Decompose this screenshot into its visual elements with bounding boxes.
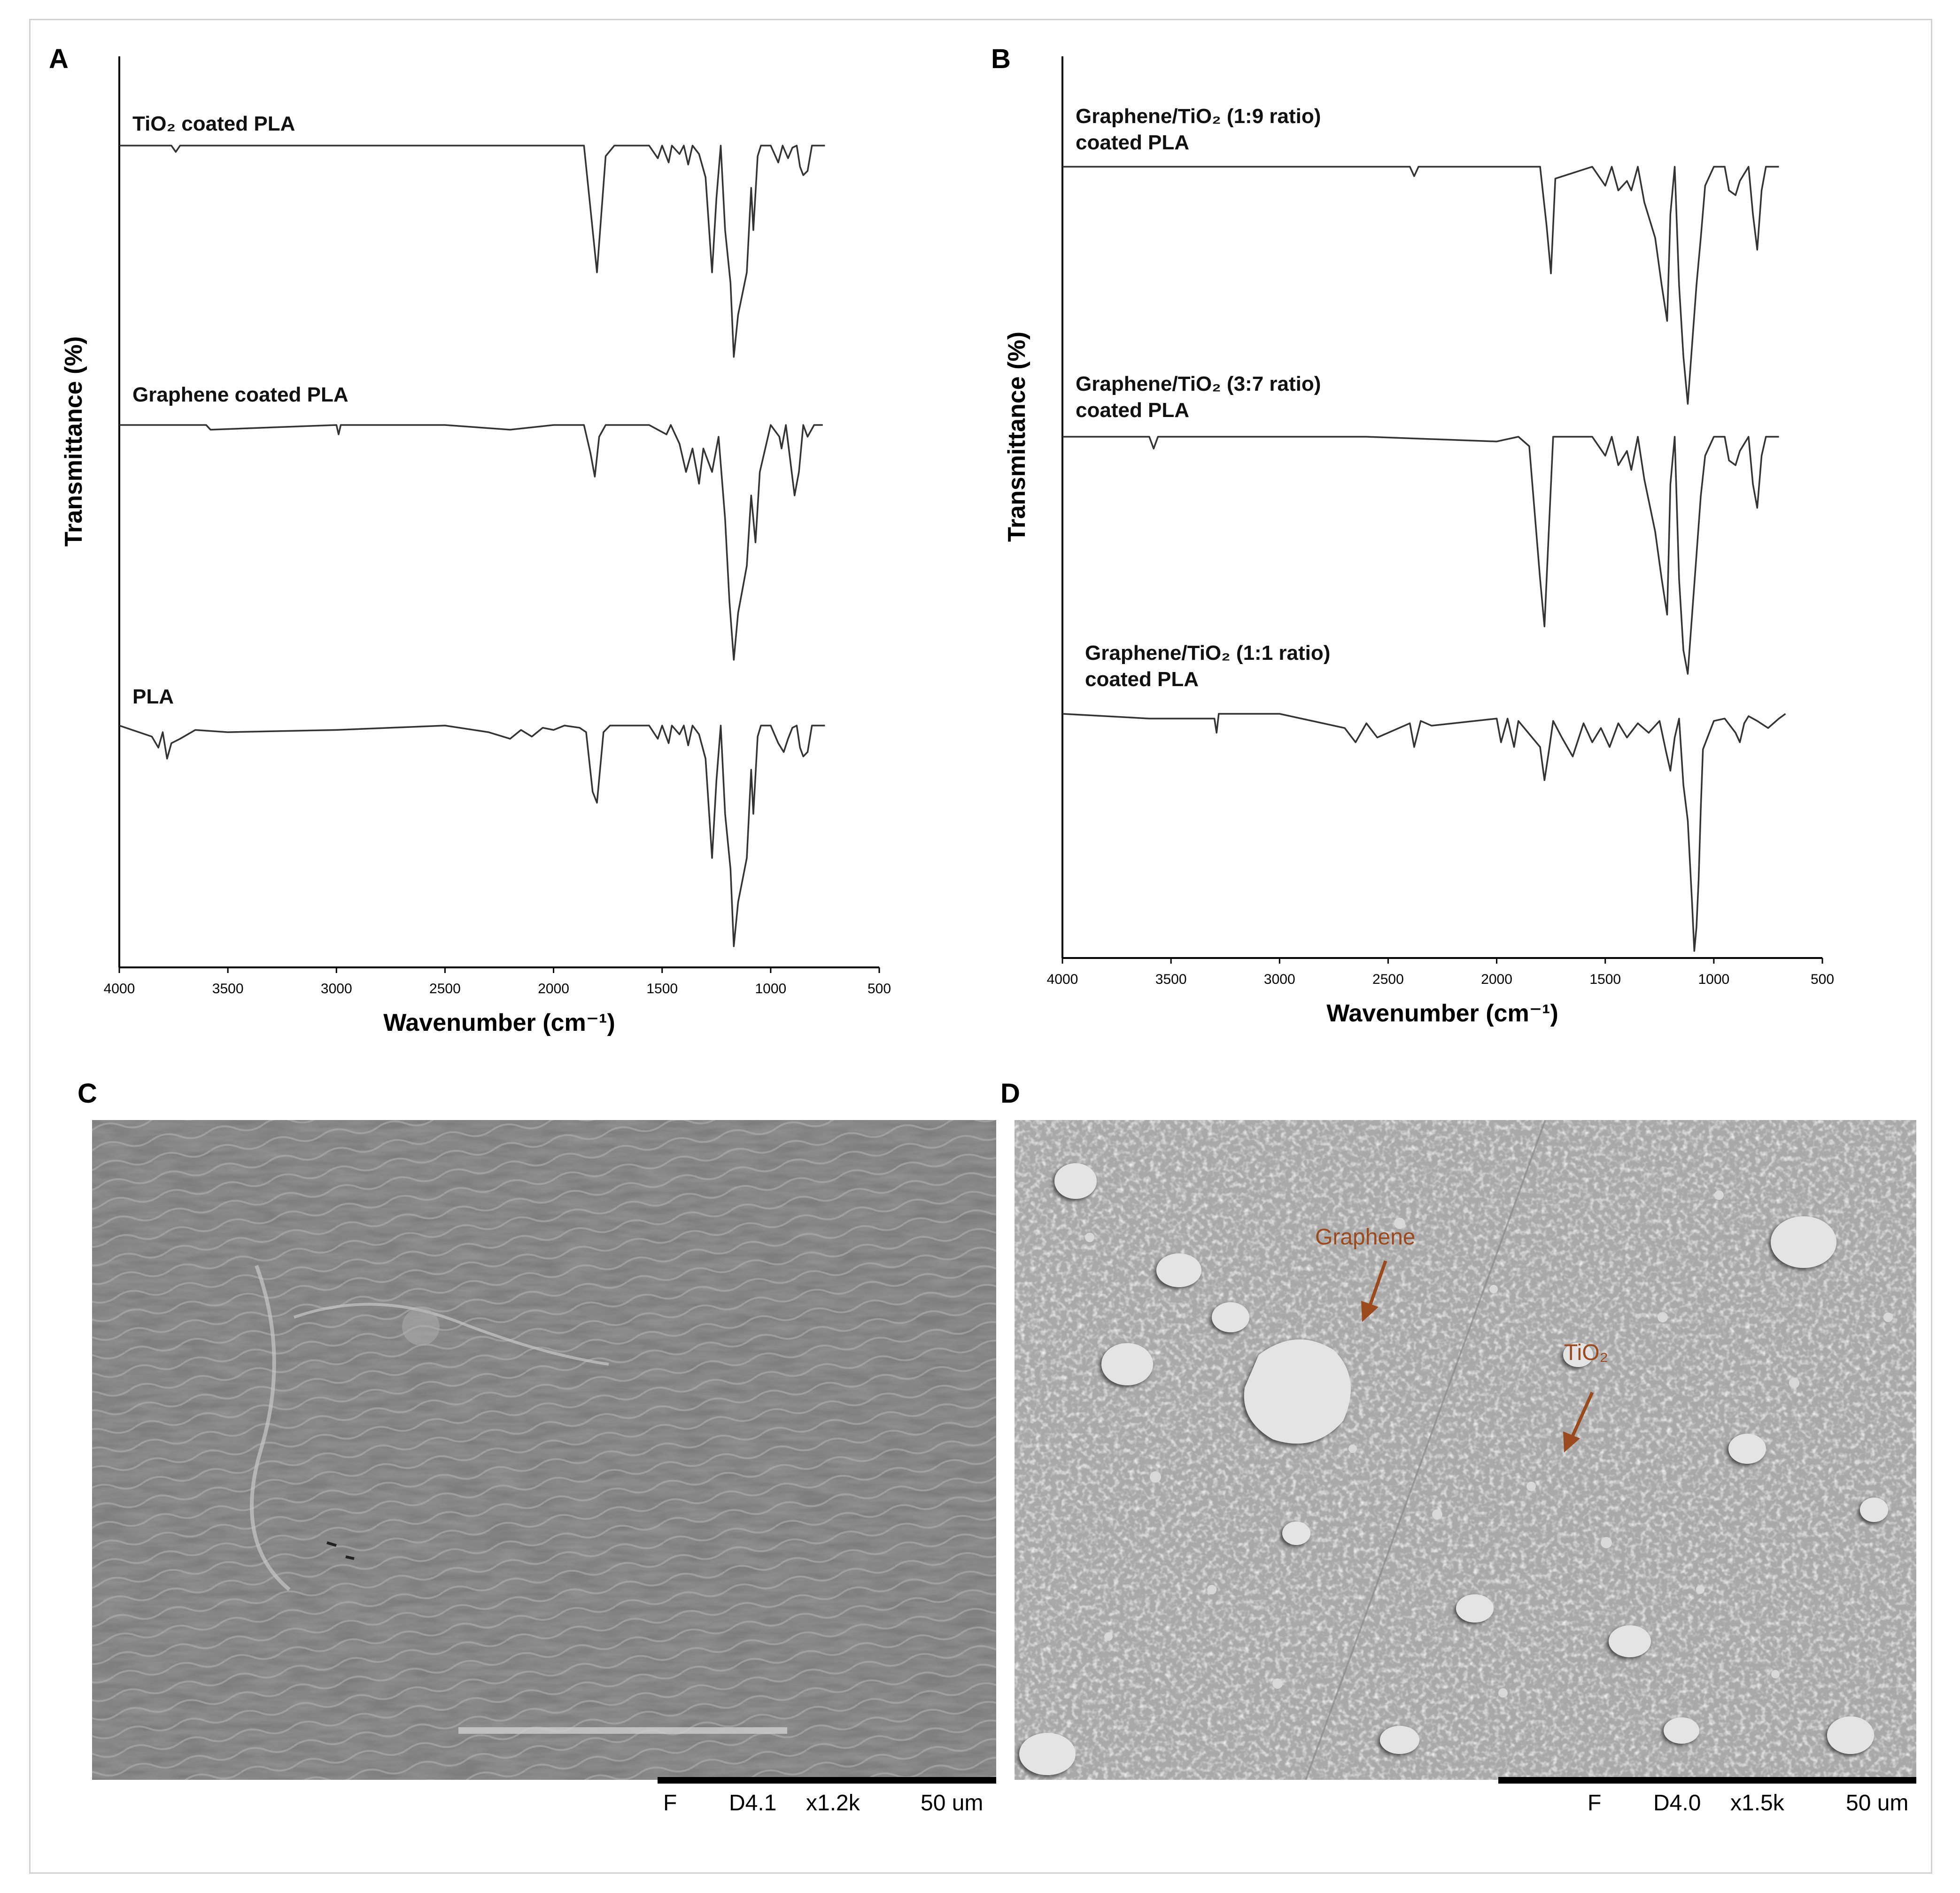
panel-label-d: D (1000, 1078, 1020, 1109)
chart-b-x-tick-label: 1000 (1698, 972, 1729, 987)
sem-c-texture (92, 1120, 996, 1780)
sem-c-scale-f: F (663, 1791, 677, 1816)
ftir-chart-b: 4000 3500 3000 2500 2000 1500 1000 500 Wavenumbe… (1003, 56, 1834, 1027)
panel-label-c: C (77, 1078, 97, 1109)
panel-label-b: B (991, 44, 1011, 74)
chart-b-x-tick-label: 3500 (1155, 972, 1187, 987)
chart-b-series-label-2: Graphene/TiO₂ (3:7 ratio) coated PLA (1076, 372, 1321, 422)
chart-a-y-axis-title: Transmittance (%) (60, 336, 87, 547)
sem-image-d: Graphene TiO₂ (1015, 1120, 1916, 1780)
chart-a-x-tick-label: 4000 (104, 981, 135, 997)
chart-b-x-axis-title: Wavenumber (cm⁻¹) (1326, 1000, 1558, 1027)
chart-b-x-tick-label: 2000 (1481, 972, 1512, 987)
chart-a-series-label-1: TiO₂ coated PLA (132, 112, 295, 135)
sem-c-scale-length: 50 um (921, 1791, 984, 1816)
chart-b-x-tick-label: 500 (1811, 972, 1834, 987)
chart-a-series-line-3 (119, 725, 825, 947)
annotation-graphene-label: Graphene (1315, 1225, 1416, 1250)
chart-a-x-tick-label: 3500 (212, 981, 244, 997)
annotation-arrows (1361, 1260, 1594, 1453)
chart-a-x-tick-label: 1000 (755, 981, 786, 997)
graphene-arrow-icon (1361, 1260, 1387, 1322)
chart-a-series-line-2 (119, 424, 823, 661)
panel-label-a: A (49, 44, 69, 74)
chart-b-x-tick-label: 2500 (1372, 972, 1404, 987)
chart-a-x-tick-label: 3000 (321, 981, 352, 997)
chart-b-series-line-3 (1062, 713, 1786, 952)
sem-d-scale-f: F (1588, 1791, 1602, 1816)
sem-d-scale-mag: x1.5k (1730, 1791, 1784, 1816)
sem-d-scale-code: D4.0 (1653, 1791, 1701, 1816)
sem-c-scale-code: D4.1 (729, 1791, 777, 1816)
tio2-arrow-icon (1563, 1391, 1594, 1453)
sem-d-texture (1015, 1120, 1916, 1780)
chart-b-y-axis-title: Transmittance (%) (1003, 332, 1030, 542)
chart-b-series-line-2 (1062, 436, 1779, 675)
chart-a-x-tick-label: 1500 (646, 981, 678, 997)
chart-a-x-tick-label: 2500 (429, 981, 461, 997)
chart-b-x-tick-label: 4000 (1047, 972, 1078, 987)
chart-a-series-label-3: PLA (132, 685, 174, 708)
chart-b-series-line-1 (1062, 166, 1779, 405)
sem-d-scale-bar (1498, 1777, 1916, 1784)
chart-a-x-tick-label: 2000 (538, 981, 569, 997)
chart-b-x-tick-label: 1500 (1589, 972, 1621, 987)
chart-b-x-tick-label: 3000 (1264, 972, 1295, 987)
chart-b-series-label-1: Graphene/TiO₂ (1:9 ratio) coated PLA (1076, 105, 1321, 154)
sem-c-scale-bar (658, 1777, 996, 1784)
chart-a-series-label-2: Graphene coated PLA (132, 383, 349, 406)
chart-a-x-axis-title: Wavenumber (cm⁻¹) (383, 1009, 615, 1036)
sem-image-c (92, 1120, 996, 1780)
chart-a-x-tick-label: 500 (868, 981, 891, 997)
chart-a-series-line-1 (119, 145, 825, 358)
ftir-chart-a: 4000 3500 3000 2500 2000 1500 1000 500 Wavenumbe… (60, 56, 891, 1036)
chart-b-series-label-3: Graphene/TiO₂ (1:1 ratio) coated PLA (1085, 641, 1330, 691)
sem-c-scale-mag: x1.2k (806, 1791, 860, 1816)
sem-d-scale-length: 50 um (1846, 1791, 1909, 1816)
annotation-tio2-label: TiO₂ (1564, 1340, 1609, 1365)
